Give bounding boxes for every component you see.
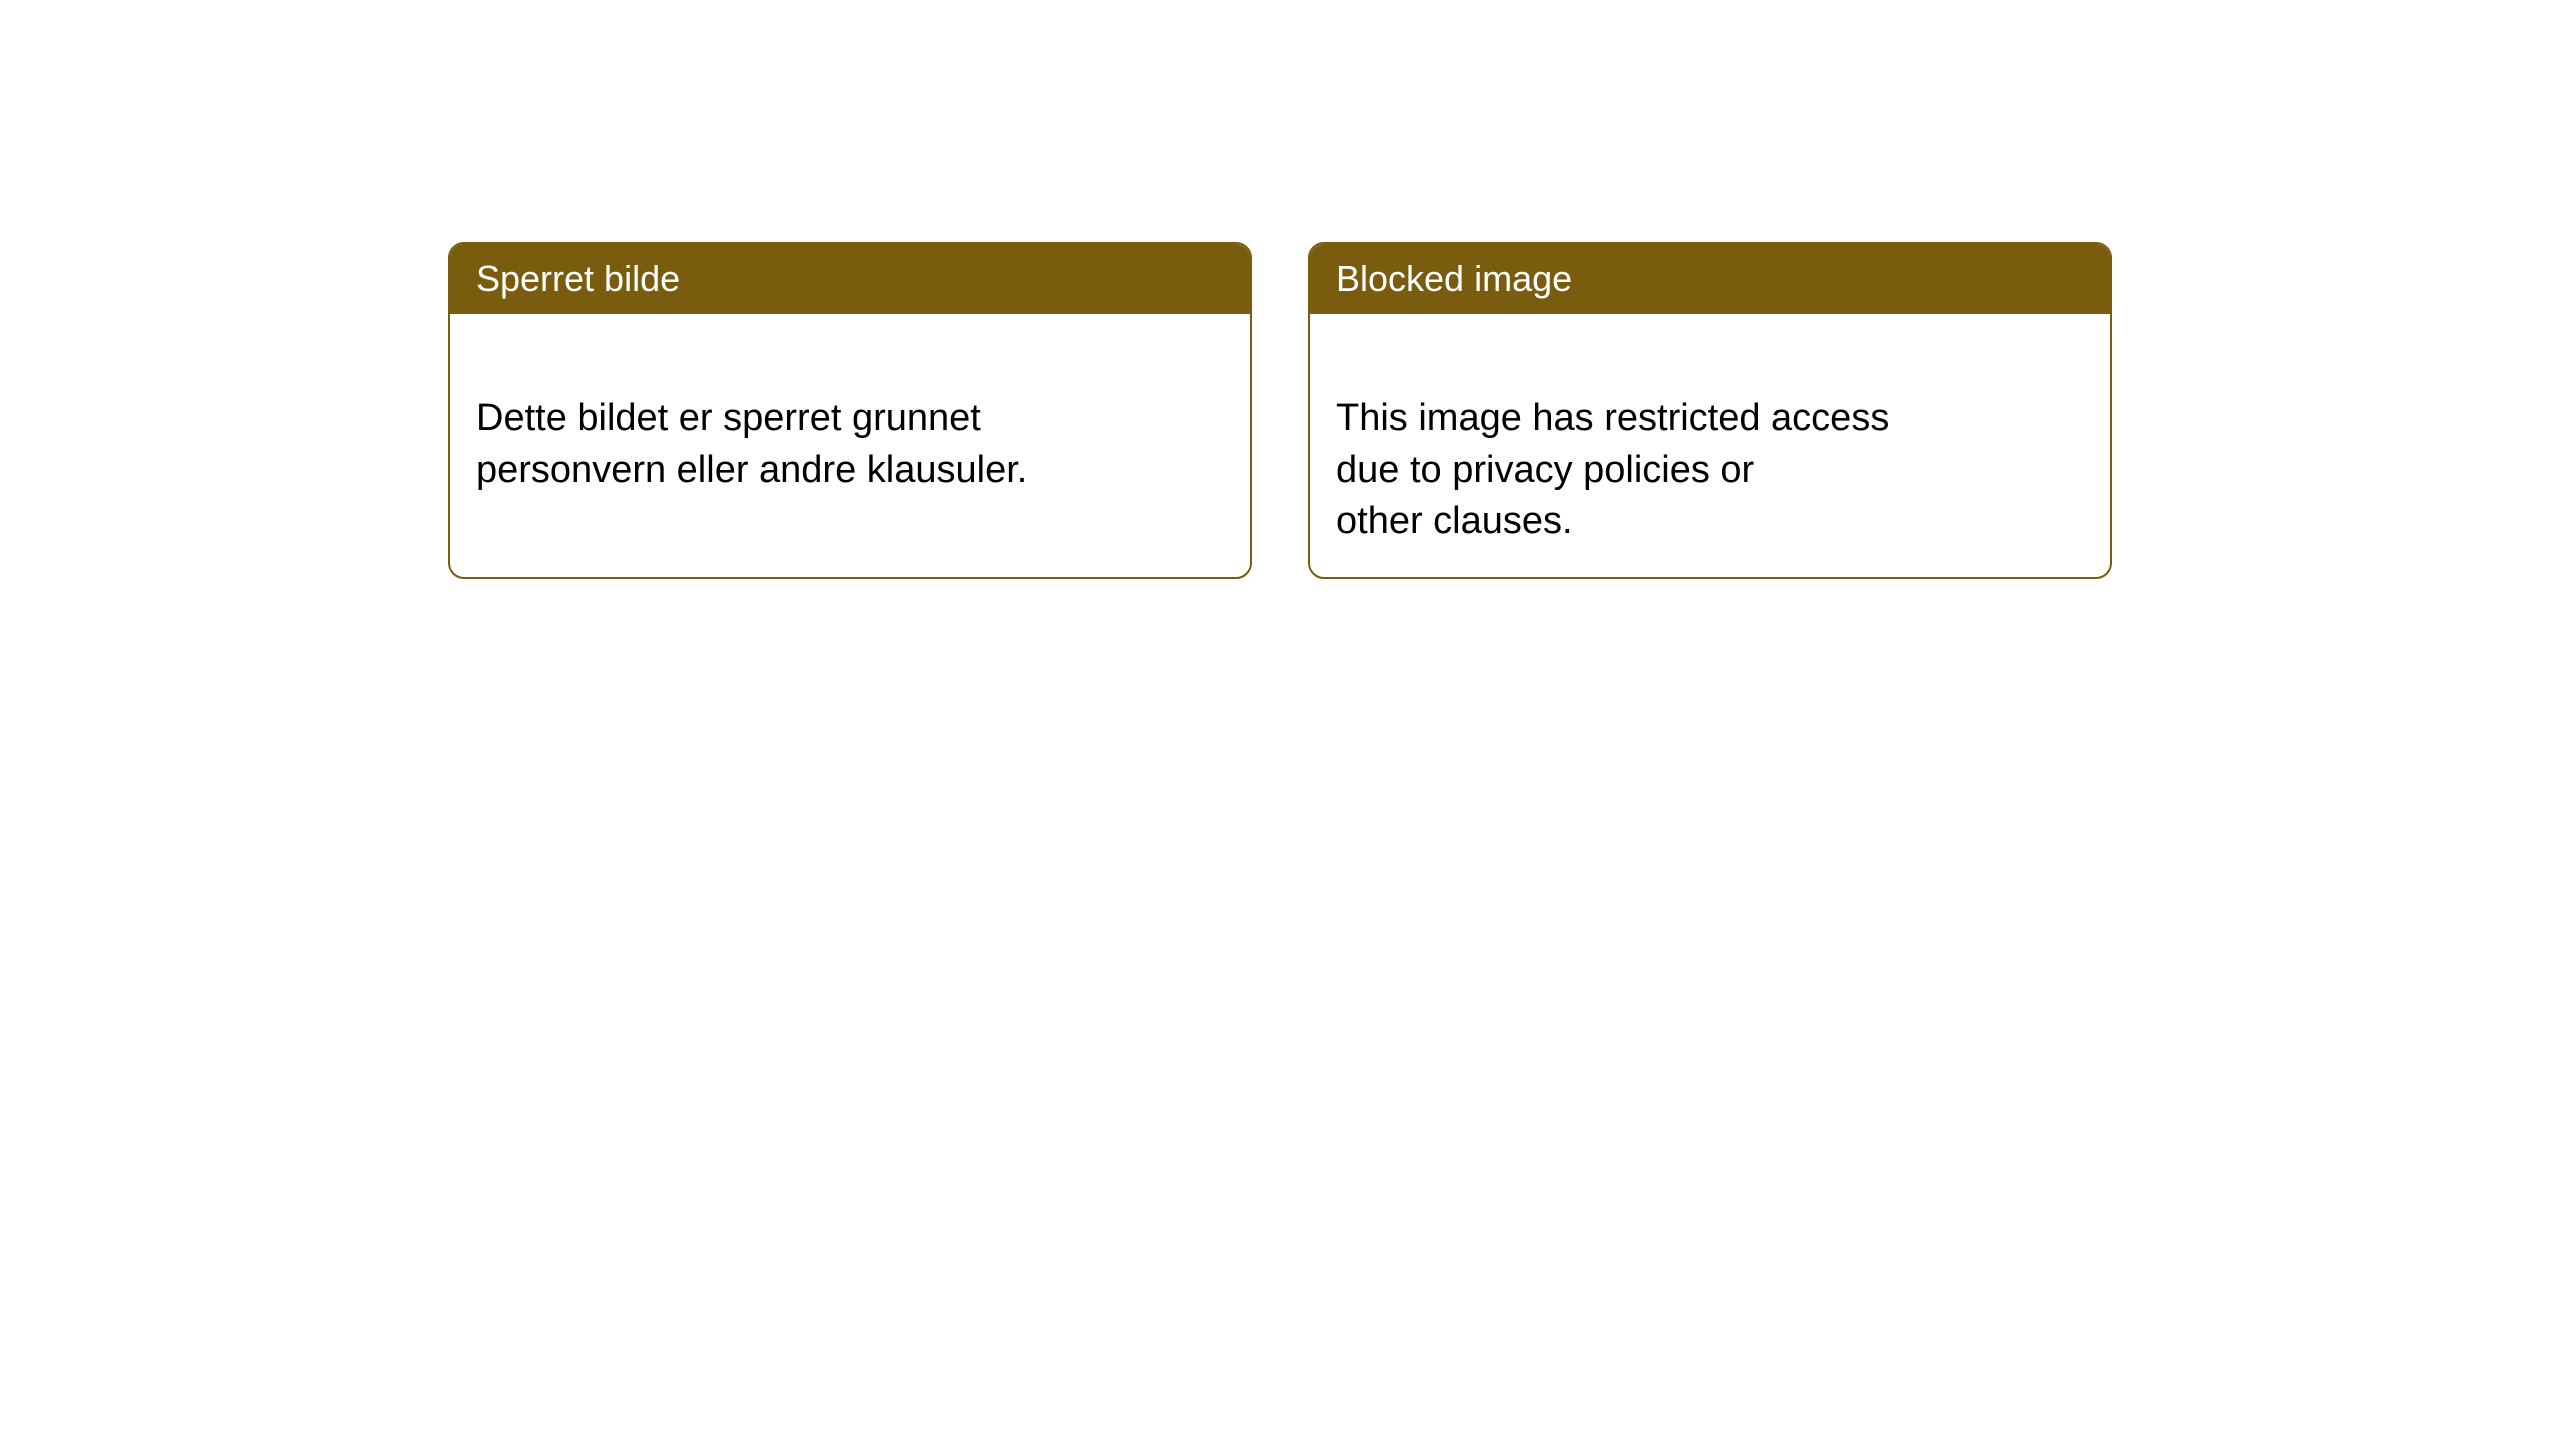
notice-title: Sperret bilde (476, 258, 680, 299)
notice-title: Blocked image (1336, 258, 1572, 299)
notice-card-norwegian: Sperret bilde Dette bildet er sperret gr… (448, 242, 1252, 579)
notice-container: Sperret bilde Dette bildet er sperret gr… (0, 0, 2560, 579)
notice-header: Blocked image (1310, 244, 2110, 314)
notice-body: Dette bildet er sperret grunnet personve… (450, 314, 1250, 524)
notice-header: Sperret bilde (450, 244, 1250, 314)
notice-body: This image has restricted access due to … (1310, 314, 2110, 575)
notice-card-english: Blocked image This image has restricted … (1308, 242, 2112, 579)
notice-body-text: Dette bildet er sperret grunnet personve… (476, 397, 1027, 490)
notice-body-text: This image has restricted access due to … (1336, 397, 1889, 542)
